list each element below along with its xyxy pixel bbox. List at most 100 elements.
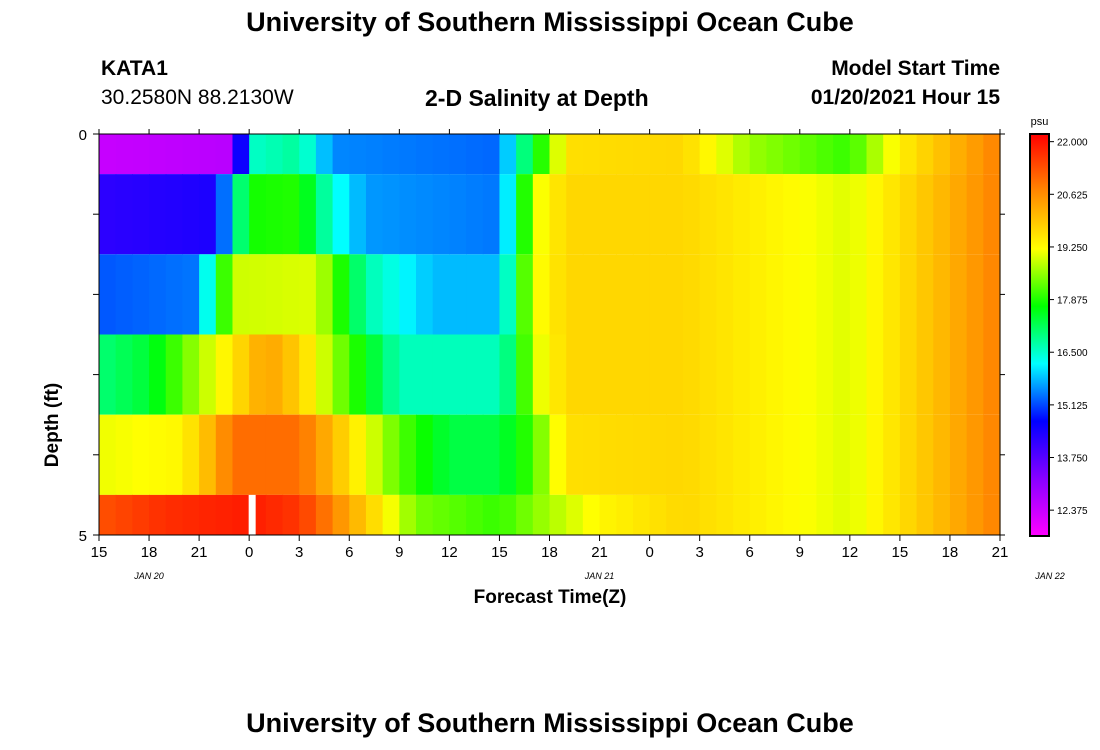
heatmap-cell [799, 414, 818, 495]
x-tick-label: 6 [345, 544, 353, 561]
heatmap-cell [115, 174, 133, 255]
heatmap-cell [566, 134, 584, 175]
heatmap-cell [799, 134, 818, 175]
heatmap-cell [232, 254, 250, 335]
heatmap-cell [516, 414, 534, 495]
heatmap-cell [649, 134, 667, 175]
heatmap-cell [382, 414, 400, 495]
heatmap-cell [783, 254, 801, 335]
heatmap-cell [199, 254, 217, 335]
heatmap-cell [833, 414, 851, 495]
heatmap-cell [632, 134, 651, 175]
heatmap-cell [365, 254, 384, 335]
heatmap-cell [716, 494, 734, 535]
heatmap-cell [365, 414, 384, 495]
heatmap-cell [933, 134, 951, 175]
heatmap-cell [783, 174, 801, 255]
heatmap-cell [949, 134, 968, 175]
heatmap-cell [449, 254, 467, 335]
heatmap-cell [449, 134, 467, 175]
heatmap-cell [282, 494, 300, 535]
heatmap-cell [215, 174, 234, 255]
heatmap-cell [299, 134, 317, 175]
heatmap-cell [149, 414, 167, 495]
heatmap-cell [616, 414, 634, 495]
heatmap-cell [182, 494, 200, 535]
heatmap-cell [432, 494, 450, 535]
heatmap-cell [215, 334, 234, 415]
heatmap-cell [816, 254, 834, 335]
heatmap-cell [299, 334, 317, 415]
heatmap-cell [115, 494, 133, 535]
heatmap-cell [416, 254, 434, 335]
heatmap-cell [265, 414, 284, 495]
heatmap-cell [165, 134, 184, 175]
heatmap-cell [182, 414, 200, 495]
heatmap-cell [332, 134, 350, 175]
heatmap-cell [666, 414, 684, 495]
heatmap-cell [733, 134, 751, 175]
heatmap-cell [666, 254, 684, 335]
heatmap-cell [382, 134, 400, 175]
heatmap-cell [632, 414, 651, 495]
heatmap-cell [416, 414, 434, 495]
colorbar: 22.000 20.625 19.250 17.875 16.500 15.125 13.7… [1029, 116, 1088, 537]
heatmap-cell [966, 334, 984, 415]
heatmap-cell [716, 174, 734, 255]
heatmap-cell [766, 134, 784, 175]
heatmap-cell [132, 174, 150, 255]
heatmap-cell [365, 174, 384, 255]
heatmap-cell [866, 254, 884, 335]
heatmap-cell [399, 334, 417, 415]
heatmap-cell [99, 414, 117, 495]
heatmap-cell [749, 414, 768, 495]
x-tick-label: 18 [942, 544, 959, 561]
heatmap-cell [749, 134, 768, 175]
heatmap-cell [265, 134, 284, 175]
heatmap-cell [933, 254, 951, 335]
x-axis-label: Forecast Time(Z) [474, 587, 627, 608]
heatmap-cell [816, 414, 834, 495]
heatmap-cell [682, 174, 701, 255]
heatmap-cell [365, 334, 384, 415]
colorbar-gradient [1029, 133, 1050, 537]
heatmap-cell [582, 494, 601, 535]
colorbar-tick-label: 15.125 [1057, 401, 1088, 412]
heatmap-cell [549, 414, 567, 495]
heatmap-cell [249, 134, 267, 175]
heatmap-cell [466, 414, 484, 495]
heatmap-cell [282, 414, 300, 495]
heatmap-cell [949, 414, 968, 495]
heatmap-cell [132, 494, 150, 535]
heatmap-cell [783, 334, 801, 415]
x-tick-label: 21 [191, 544, 208, 561]
heatmap-cell [599, 174, 617, 255]
heatmap-cell [766, 414, 784, 495]
heatmap-cell [382, 334, 400, 415]
heatmap-cell [649, 494, 667, 535]
heatmap-cell [699, 134, 717, 175]
x-date-label: JAN 22 [1034, 571, 1065, 581]
heatmap-cell [532, 254, 551, 335]
colorbar-tick-label: 19.250 [1057, 243, 1088, 254]
y-axis: 05 [79, 127, 1005, 545]
heatmap-cell [299, 174, 317, 255]
heatmap-cell [866, 174, 884, 255]
heatmap-cell [516, 174, 534, 255]
heatmap-cell [249, 254, 267, 335]
x-tick-label: 21 [591, 544, 608, 561]
heatmap-cell [666, 174, 684, 255]
heatmap-cell [949, 254, 968, 335]
heatmap-cell [616, 494, 634, 535]
heatmap-cell [682, 134, 701, 175]
heatmap-cell [315, 334, 334, 415]
heatmap-cell [983, 494, 1001, 535]
heatmap-cell [382, 254, 400, 335]
heatmap-cell [549, 334, 567, 415]
heatmap-cell [499, 494, 517, 535]
heatmap-cell [349, 494, 367, 535]
heatmap-cell [916, 414, 934, 495]
x-axis: 15 18 21 0 3 6 9 12 15 18 21 0 3 6 9 12 15 18 21 JAN 20 JAN … [91, 129, 1065, 581]
heatmap-cell [632, 334, 651, 415]
heatmap-cell [699, 174, 717, 255]
